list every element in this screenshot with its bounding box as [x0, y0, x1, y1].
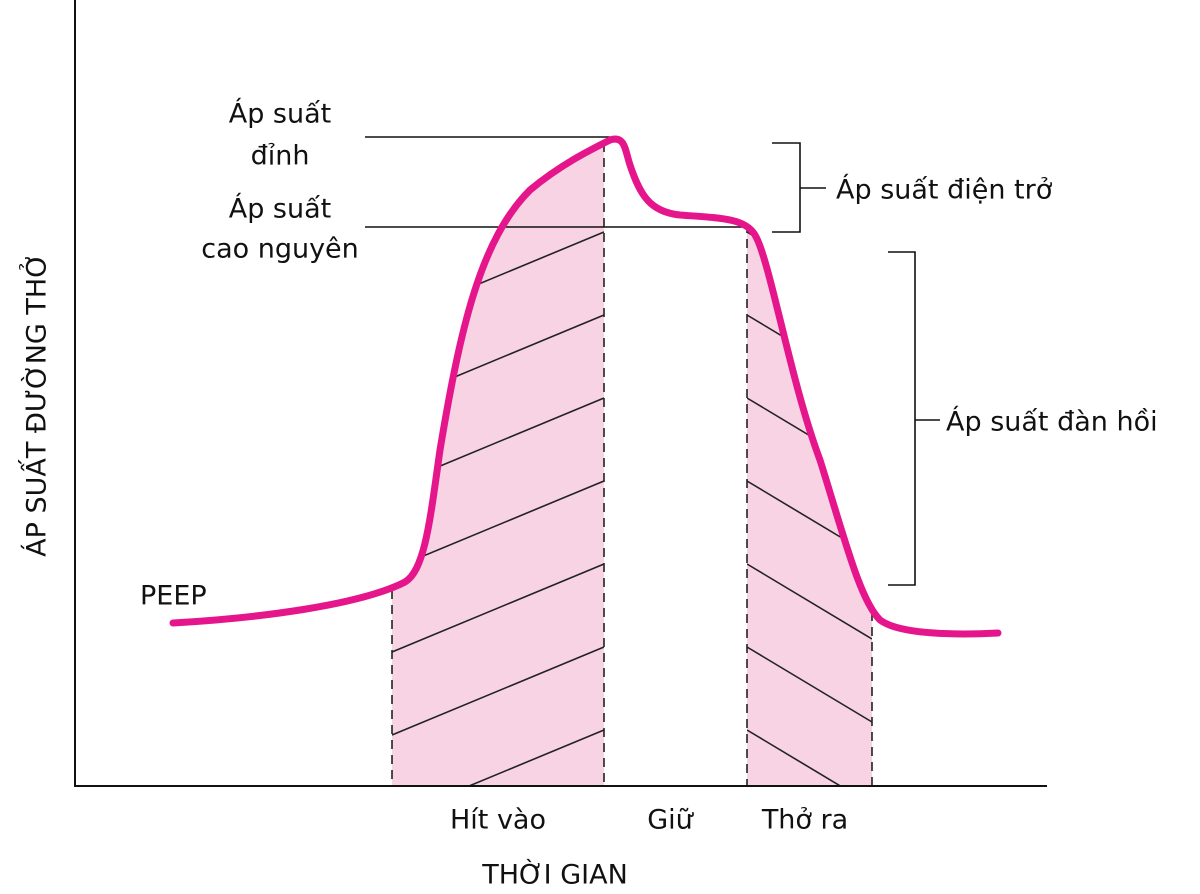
phase-dividers — [391, 143, 873, 786]
phase-label: Giữ — [647, 805, 694, 836]
exhale-area — [747, 224, 872, 786]
pressure-curve — [169, 135, 1002, 638]
reference-lines — [365, 136, 940, 586]
plateau-label: Áp suất — [229, 193, 332, 225]
phase-label: Hít vào — [450, 805, 546, 836]
peep-label: PEEP — [140, 581, 207, 612]
x-axis-label: THỜI GIAN — [481, 859, 628, 891]
peak-label: Áp suất — [229, 98, 332, 130]
elastic-label: Áp suất đàn hồi — [946, 406, 1158, 438]
plateau-label: cao nguyên — [201, 234, 359, 265]
peak-label: đỉnh — [251, 141, 310, 172]
inhale-area — [392, 143, 604, 786]
axes — [74, 0, 1047, 787]
y-axis-label: ÁP SUẤT ĐƯỜNG THỞ — [18, 253, 53, 557]
phase-label: Thở ra — [761, 805, 848, 836]
resistance-label: Áp suất điện trở — [836, 174, 1053, 206]
